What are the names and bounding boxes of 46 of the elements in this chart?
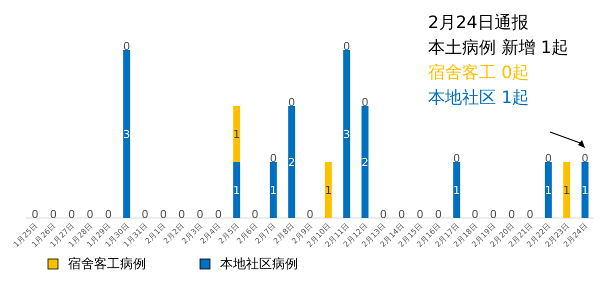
data-label: 0 (68, 208, 76, 221)
data-label: 1 (233, 184, 240, 197)
data-label: 0 (490, 208, 497, 221)
data-label: 0 (526, 208, 534, 221)
data-label: 0 (453, 152, 460, 165)
data-label: 0 (582, 152, 589, 165)
data-label: 1 (453, 184, 460, 197)
data-label: 1 (544, 184, 552, 197)
data-label: 1 (270, 184, 277, 197)
data-label: 0 (160, 208, 167, 221)
data-label: 0 (141, 208, 148, 221)
data-label: 0 (398, 208, 406, 221)
legend-label: 宿舍客工病例 (68, 256, 146, 272)
data-label: 0 (508, 208, 516, 221)
data-label: 0 (178, 208, 186, 221)
data-label: 0 (306, 208, 314, 221)
data-label: 0 (86, 208, 94, 221)
data-label: 0 (434, 208, 442, 221)
data-label: 1 (563, 184, 570, 197)
annotation: 宿舍客工 0起 (428, 63, 530, 83)
chart-title: 2月24日通报 (428, 13, 528, 33)
data-label: 2 (362, 156, 369, 169)
data-label: 0 (251, 208, 258, 221)
data-label: 0 (31, 208, 38, 221)
data-label: 1 (582, 184, 589, 197)
data-label: 0 (104, 208, 112, 221)
data-label: 0 (362, 96, 369, 109)
data-label: 0 (544, 152, 552, 165)
data-label: 1 (324, 184, 332, 197)
data-label: 0 (288, 96, 296, 109)
legend-label: 本地社区病例 (220, 257, 298, 272)
data-label: 3 (343, 128, 350, 141)
data-label: 0 (196, 208, 204, 221)
data-label: 0 (380, 208, 387, 221)
data-label: 0 (123, 40, 130, 53)
data-label: 0 (472, 208, 479, 221)
data-label: 2 (288, 156, 296, 169)
data-label: 0 (270, 152, 277, 165)
annotation: 本地社区 1起 (428, 88, 530, 108)
annotation: 本土病例 新增 1起 (428, 38, 569, 58)
data-label: 1 (233, 128, 240, 141)
data-label: 3 (123, 128, 130, 141)
data-label: 0 (50, 208, 57, 221)
data-label: 0 (416, 208, 424, 221)
data-label: 0 (214, 208, 222, 221)
data-label: 0 (343, 40, 350, 53)
